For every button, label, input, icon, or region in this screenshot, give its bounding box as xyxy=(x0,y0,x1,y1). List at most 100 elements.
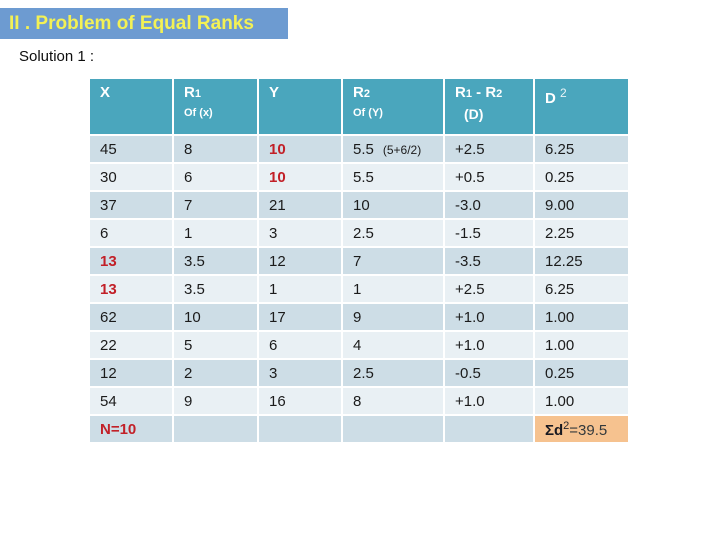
cell-x: 6 xyxy=(88,218,174,248)
cell-x: 62 xyxy=(88,302,174,332)
table-row: 45 8 10 5.5 (5+6/2) +2.5 6.25 xyxy=(88,134,630,164)
table-row: 30 6 10 5.5 +0.5 0.25 xyxy=(88,162,630,192)
cell-d: +2.5 xyxy=(443,134,535,164)
cell-x: 54 xyxy=(88,386,174,416)
col-header-r2: R2 Of (Y) xyxy=(341,77,445,136)
slide-title: II . Problem of Equal Ranks xyxy=(9,13,254,34)
cell-y-tied: 10 xyxy=(257,162,343,192)
cell-dsquared: 9.00 xyxy=(533,190,630,220)
table-row: 13 3.5 12 7 -3.5 12.25 xyxy=(88,246,630,276)
cell-x: 37 xyxy=(88,190,174,220)
cell-r1: 6 xyxy=(172,162,259,192)
cell-r2: 8 xyxy=(341,386,445,416)
cell-r1: 1 xyxy=(172,218,259,248)
cell-x: 45 xyxy=(88,134,174,164)
cell-y: 3 xyxy=(257,358,343,388)
ranks-table: X R1 Of (x) Y R2 Of (Y) R1 - R2 (D) xyxy=(88,77,630,444)
cell-r1: 7 xyxy=(172,190,259,220)
cell-r2: 7 xyxy=(341,246,445,276)
cell-dsquared: 1.00 xyxy=(533,330,630,360)
col-header-r1: R1 Of (x) xyxy=(172,77,259,136)
cell-y-tied: 10 xyxy=(257,134,343,164)
cell-r2: 2.5 xyxy=(341,358,445,388)
cell-y: 17 xyxy=(257,302,343,332)
table-row: 12 2 3 2.5 -0.5 0.25 xyxy=(88,358,630,388)
cell-r2: 10 xyxy=(341,190,445,220)
col-header-x: X xyxy=(88,77,174,136)
cell-d: +2.5 xyxy=(443,274,535,304)
sum-dsquared-exponent: 2 xyxy=(563,419,570,432)
cell-d: -3.5 xyxy=(443,246,535,276)
col-header-dsquared: D 2 xyxy=(533,77,630,136)
cell-d: +0.5 xyxy=(443,162,535,192)
col-header-diff-label: R1 - R2 xyxy=(455,84,503,101)
cell-x: 12 xyxy=(88,358,174,388)
cell-y: 12 xyxy=(257,246,343,276)
cell-dsquared: 1.00 xyxy=(533,302,630,332)
col-header-diff-sublabel: (D) xyxy=(464,106,484,122)
cell-r1: 9 xyxy=(172,386,259,416)
col-header-diff: R1 - R2 (D) xyxy=(443,77,535,136)
totals-row: N=10 Σd2=39.5 xyxy=(88,414,630,444)
title-banner: II . Problem of Equal Ranks xyxy=(0,8,288,39)
sum-dsquared-label: Σd xyxy=(545,421,564,439)
col-header-y-label: Y xyxy=(269,84,280,101)
table-row: 37 7 21 10 -3.0 9.00 xyxy=(88,190,630,220)
cell-dsquared: 1.00 xyxy=(533,386,630,416)
cell-y: 3 xyxy=(257,218,343,248)
col-header-r1-sublabel: Of (x) xyxy=(184,107,213,119)
cell-dsquared: 12.25 xyxy=(533,246,630,276)
cell-dsquared: 6.25 xyxy=(533,134,630,164)
cell-x: 22 xyxy=(88,330,174,360)
col-header-r1-label: R1 xyxy=(184,84,201,101)
empty-cell xyxy=(257,414,343,444)
cell-r1: 3.5 xyxy=(172,246,259,276)
cell-d: +1.0 xyxy=(443,330,535,360)
cell-d: +1.0 xyxy=(443,386,535,416)
cell-r2: 9 xyxy=(341,302,445,332)
col-header-y: Y xyxy=(257,77,343,136)
cell-y: 6 xyxy=(257,330,343,360)
cell-d: -1.5 xyxy=(443,218,535,248)
sum-dsquared-cell: Σd2=39.5 xyxy=(533,414,630,444)
cell-y: 16 xyxy=(257,386,343,416)
table-row: 54 9 16 8 +1.0 1.00 xyxy=(88,386,630,416)
cell-x-tied: 13 xyxy=(88,246,174,276)
cell-dsquared: 0.25 xyxy=(533,162,630,192)
solution-label: Solution 1 : xyxy=(19,48,95,65)
cell-x: 30 xyxy=(88,162,174,192)
cell-r1: 2 xyxy=(172,358,259,388)
cell-dsquared: 0.25 xyxy=(533,358,630,388)
cell-r1: 5 xyxy=(172,330,259,360)
cell-r2: 4 xyxy=(341,330,445,360)
col-header-x-label: X xyxy=(100,84,111,101)
cell-r2: 5.5 (5+6/2) xyxy=(341,134,445,164)
cell-x-tied: 13 xyxy=(88,274,174,304)
empty-cell xyxy=(341,414,445,444)
sum-dsquared-value: =39.5 xyxy=(569,421,608,439)
table-row: 22 5 6 4 +1.0 1.00 xyxy=(88,330,630,360)
cell-y: 1 xyxy=(257,274,343,304)
empty-cell xyxy=(172,414,259,444)
n-total-cell: N=10 xyxy=(88,414,174,444)
cell-r1: 3.5 xyxy=(172,274,259,304)
header-row: X R1 Of (x) Y R2 Of (Y) R1 - R2 (D) xyxy=(88,77,630,136)
cell-d: +1.0 xyxy=(443,302,535,332)
table-row: 6 1 3 2.5 -1.5 2.25 xyxy=(88,218,630,248)
col-header-r2-label: R2 xyxy=(353,84,370,101)
col-header-r2-sublabel: Of (Y) xyxy=(353,107,383,119)
cell-dsquared: 2.25 xyxy=(533,218,630,248)
cell-y: 21 xyxy=(257,190,343,220)
cell-d: -0.5 xyxy=(443,358,535,388)
rank-calculation-note: (5+6/2) xyxy=(382,142,422,157)
table-row: 13 3.5 1 1 +2.5 6.25 xyxy=(88,274,630,304)
cell-r2: 2.5 xyxy=(341,218,445,248)
cell-r1: 10 xyxy=(172,302,259,332)
cell-d: -3.0 xyxy=(443,190,535,220)
cell-r2: 1 xyxy=(341,274,445,304)
cell-dsquared: 6.25 xyxy=(533,274,630,304)
table-row: 62 10 17 9 +1.0 1.00 xyxy=(88,302,630,332)
cell-r1: 8 xyxy=(172,134,259,164)
cell-r2: 5.5 xyxy=(341,162,445,192)
